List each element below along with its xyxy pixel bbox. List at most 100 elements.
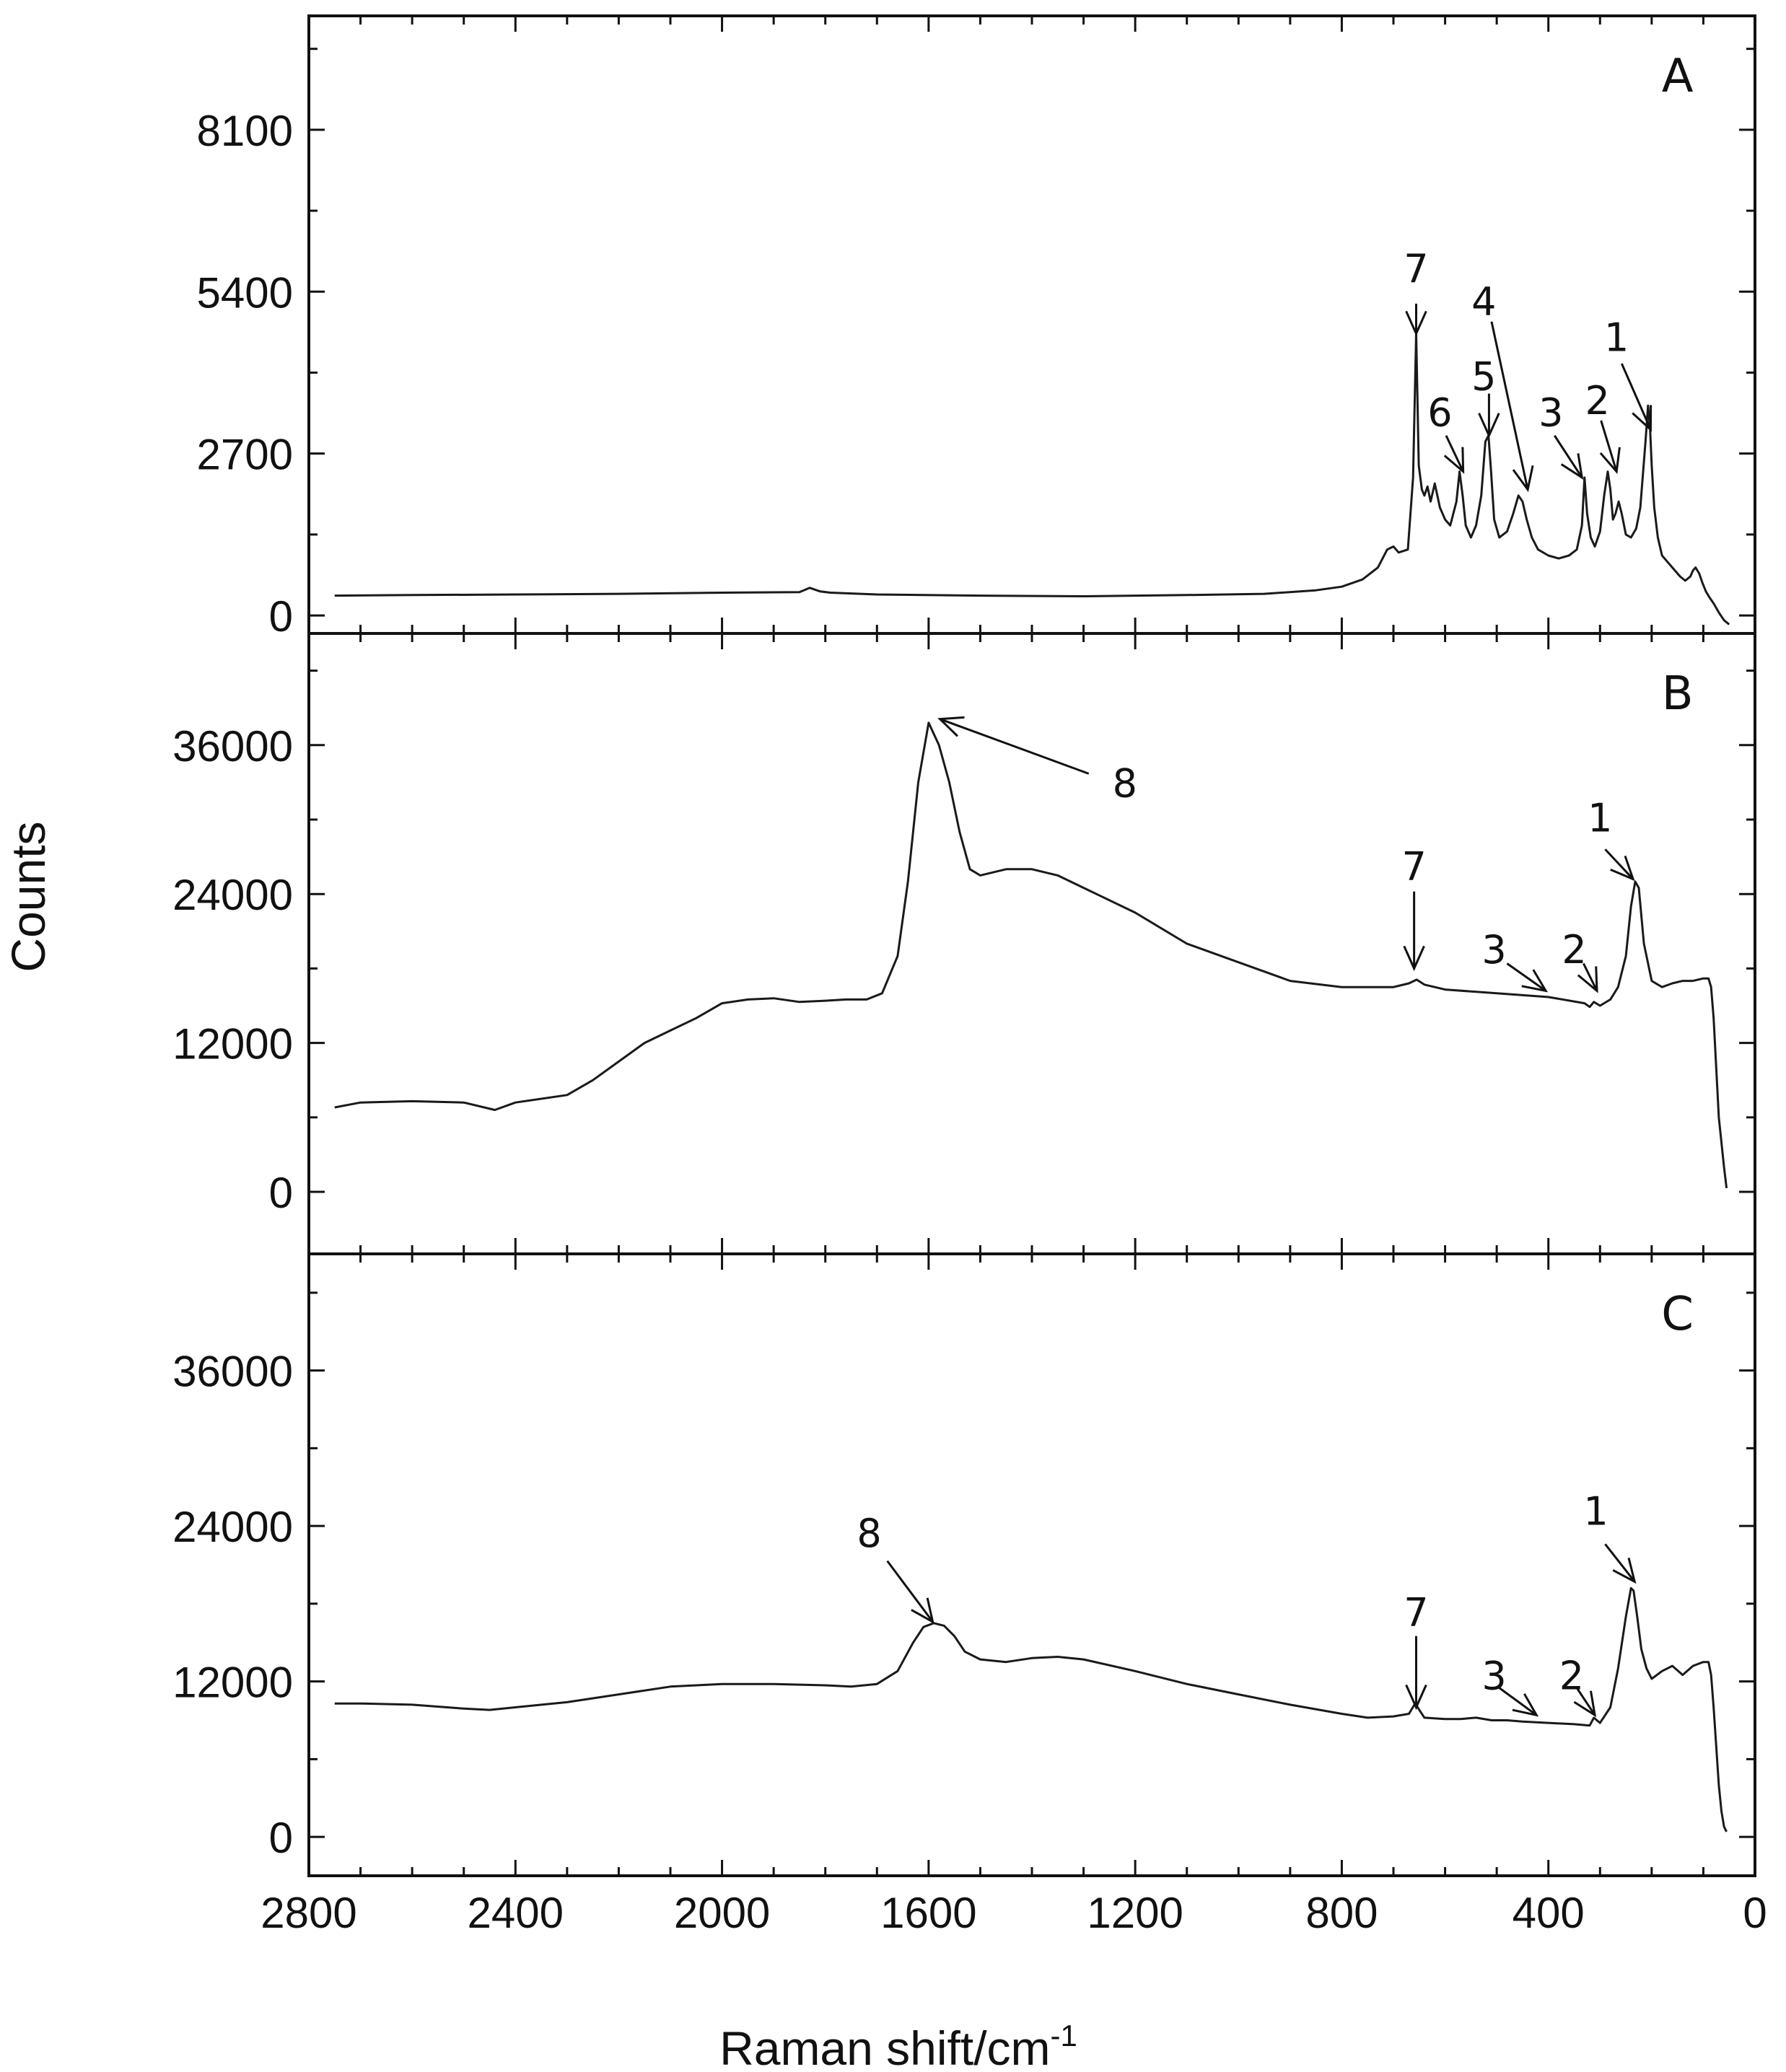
annotation-arrowhead (1512, 1693, 1539, 1717)
x-tick-label: 1600 (880, 1889, 976, 1937)
y-tick-label: 24000 (172, 1503, 293, 1551)
peak-annotation-a-1: 1 (1604, 315, 1653, 432)
peak-annotation-c-8: 8 (857, 1511, 934, 1624)
annotation-arrow-shaft (1506, 962, 1546, 992)
series-layer (334, 333, 1730, 1832)
annotation-arrowhead (1577, 966, 1598, 993)
x-tick-label: 1200 (1087, 1889, 1183, 1937)
annotation-label: 7 (1401, 844, 1426, 890)
y-tick-label: 8100 (197, 107, 293, 155)
spectrum-line-a (334, 333, 1730, 625)
peak-annotation-c-2: 2 (1559, 1654, 1597, 1718)
y-tick-label: 24000 (172, 871, 293, 919)
panel-frame-a (307, 14, 1756, 635)
annotation-arrow-shaft (1583, 962, 1598, 992)
peak-annotation-b-2: 2 (1562, 927, 1598, 993)
panel-frame-b (307, 632, 1756, 1255)
peak-annotation-a-4: 4 (1471, 279, 1534, 493)
x-axis-label-main: Raman shift/cm (719, 2021, 1050, 2072)
annotation-arrowhead (1632, 405, 1653, 432)
annotation-label: 1 (1583, 1489, 1608, 1535)
peak-annotation-a-2: 2 (1585, 378, 1621, 475)
annotation-arrowhead (1478, 413, 1500, 439)
spectrum-line-c (334, 1586, 1728, 1832)
panel-label-c: C (1661, 1288, 1694, 1341)
x-axis-label-exponent: -1 (1051, 2019, 1077, 2053)
peak-annotation-b-3: 3 (1481, 927, 1549, 993)
panel-label-a: A (1662, 50, 1694, 103)
annotation-arrowhead (1405, 310, 1427, 337)
peak-annotation-c-7: 7 (1404, 1590, 1429, 1711)
annotation-arrowhead (937, 716, 965, 737)
annotation-arrow-shaft (1604, 1543, 1636, 1583)
y-axis-label: Counts (1, 821, 55, 972)
annotation-label: 2 (1585, 378, 1610, 423)
annotation-arrow-shaft (1490, 321, 1529, 490)
annotation-arrow-shaft (886, 1560, 934, 1623)
annotation-label: 4 (1471, 279, 1496, 325)
y-tick-label: 2700 (197, 431, 293, 479)
annotation-arrow-shaft (1575, 1687, 1596, 1716)
annotation-arrowhead (1610, 855, 1635, 882)
annotation-label: 2 (1562, 927, 1586, 973)
annotation-label: 2 (1559, 1654, 1584, 1699)
annotation-arrowhead (1560, 453, 1584, 480)
peak-annotation-a-3: 3 (1538, 390, 1584, 480)
annotation-arrowhead (1443, 447, 1465, 474)
x-tick-label: 0 (1743, 1889, 1767, 1937)
peak-annotation-a-5: 5 (1471, 354, 1500, 439)
panel-frame-c (307, 1252, 1756, 1877)
x-tick-label: 400 (1513, 1889, 1585, 1937)
annotation-label: 1 (1604, 315, 1629, 361)
annotation-arrow-shaft (1600, 420, 1618, 473)
annotation-label: 3 (1538, 390, 1563, 436)
annotation-arrow-shaft (1554, 434, 1583, 478)
annotation-label: 1 (1588, 796, 1612, 841)
annotation-arrow-shaft (1620, 363, 1652, 431)
y-tick-label: 12000 (172, 1659, 293, 1707)
peak-annotation-b-8: 8 (937, 716, 1137, 806)
annotation-label: 3 (1481, 927, 1506, 973)
peak-annotation-c-1: 1 (1583, 1489, 1637, 1584)
annotation-arrowhead (911, 1597, 934, 1624)
y-tick-label: 0 (269, 592, 293, 641)
y-tick-label: 0 (269, 1814, 293, 1862)
x-tick-label: 2000 (674, 1889, 770, 1937)
x-axis-label: Raman shift/cm-1 (719, 2019, 1077, 2072)
annotation-arrowhead (1612, 1557, 1637, 1584)
peak-annotation-c-3: 3 (1481, 1654, 1539, 1717)
y-tick-label: 12000 (172, 1020, 293, 1068)
panels-layer: A B C (307, 14, 1756, 1877)
annotation-arrowhead (1512, 465, 1534, 493)
annotation-arrowhead (1403, 945, 1425, 972)
annotation-label: 7 (1404, 1590, 1428, 1636)
y-tick-label: 36000 (172, 1348, 293, 1396)
x-tick-label: 2800 (261, 1889, 356, 1937)
annotation-label: 6 (1427, 390, 1452, 436)
annotation-arrow-shaft (1604, 848, 1634, 880)
panel-label-b: B (1662, 667, 1694, 721)
annotation-arrowhead (1405, 1684, 1427, 1711)
annotation-arrowhead (1599, 447, 1621, 475)
annotation-label: 7 (1404, 246, 1428, 291)
annotation-arrowhead (1573, 1690, 1597, 1718)
y-tick-label: 5400 (197, 268, 293, 317)
spectrum-line-b (334, 721, 1728, 1188)
ticks-layer: 8100540027000360002400012000036000240001… (172, 16, 1767, 1937)
peak-annotation-a-7: 7 (1404, 246, 1429, 337)
annotation-arrowhead (1521, 969, 1549, 993)
annotation-label: 3 (1481, 1654, 1506, 1699)
x-tick-label: 800 (1305, 1889, 1378, 1937)
annotation-arrow-shaft (940, 718, 1090, 775)
annotation-arrow-shaft (1498, 1687, 1538, 1716)
peak-annotation-a-6: 6 (1427, 390, 1465, 474)
annotation-label: 5 (1471, 354, 1496, 400)
peak-annotation-b-1: 1 (1588, 796, 1635, 882)
y-tick-label: 0 (269, 1169, 293, 1217)
annotation-label: 8 (857, 1511, 881, 1556)
x-tick-label: 2400 (468, 1889, 564, 1937)
peak-annotation-b-7: 7 (1401, 844, 1427, 972)
annotation-arrow-shaft (1445, 435, 1464, 473)
